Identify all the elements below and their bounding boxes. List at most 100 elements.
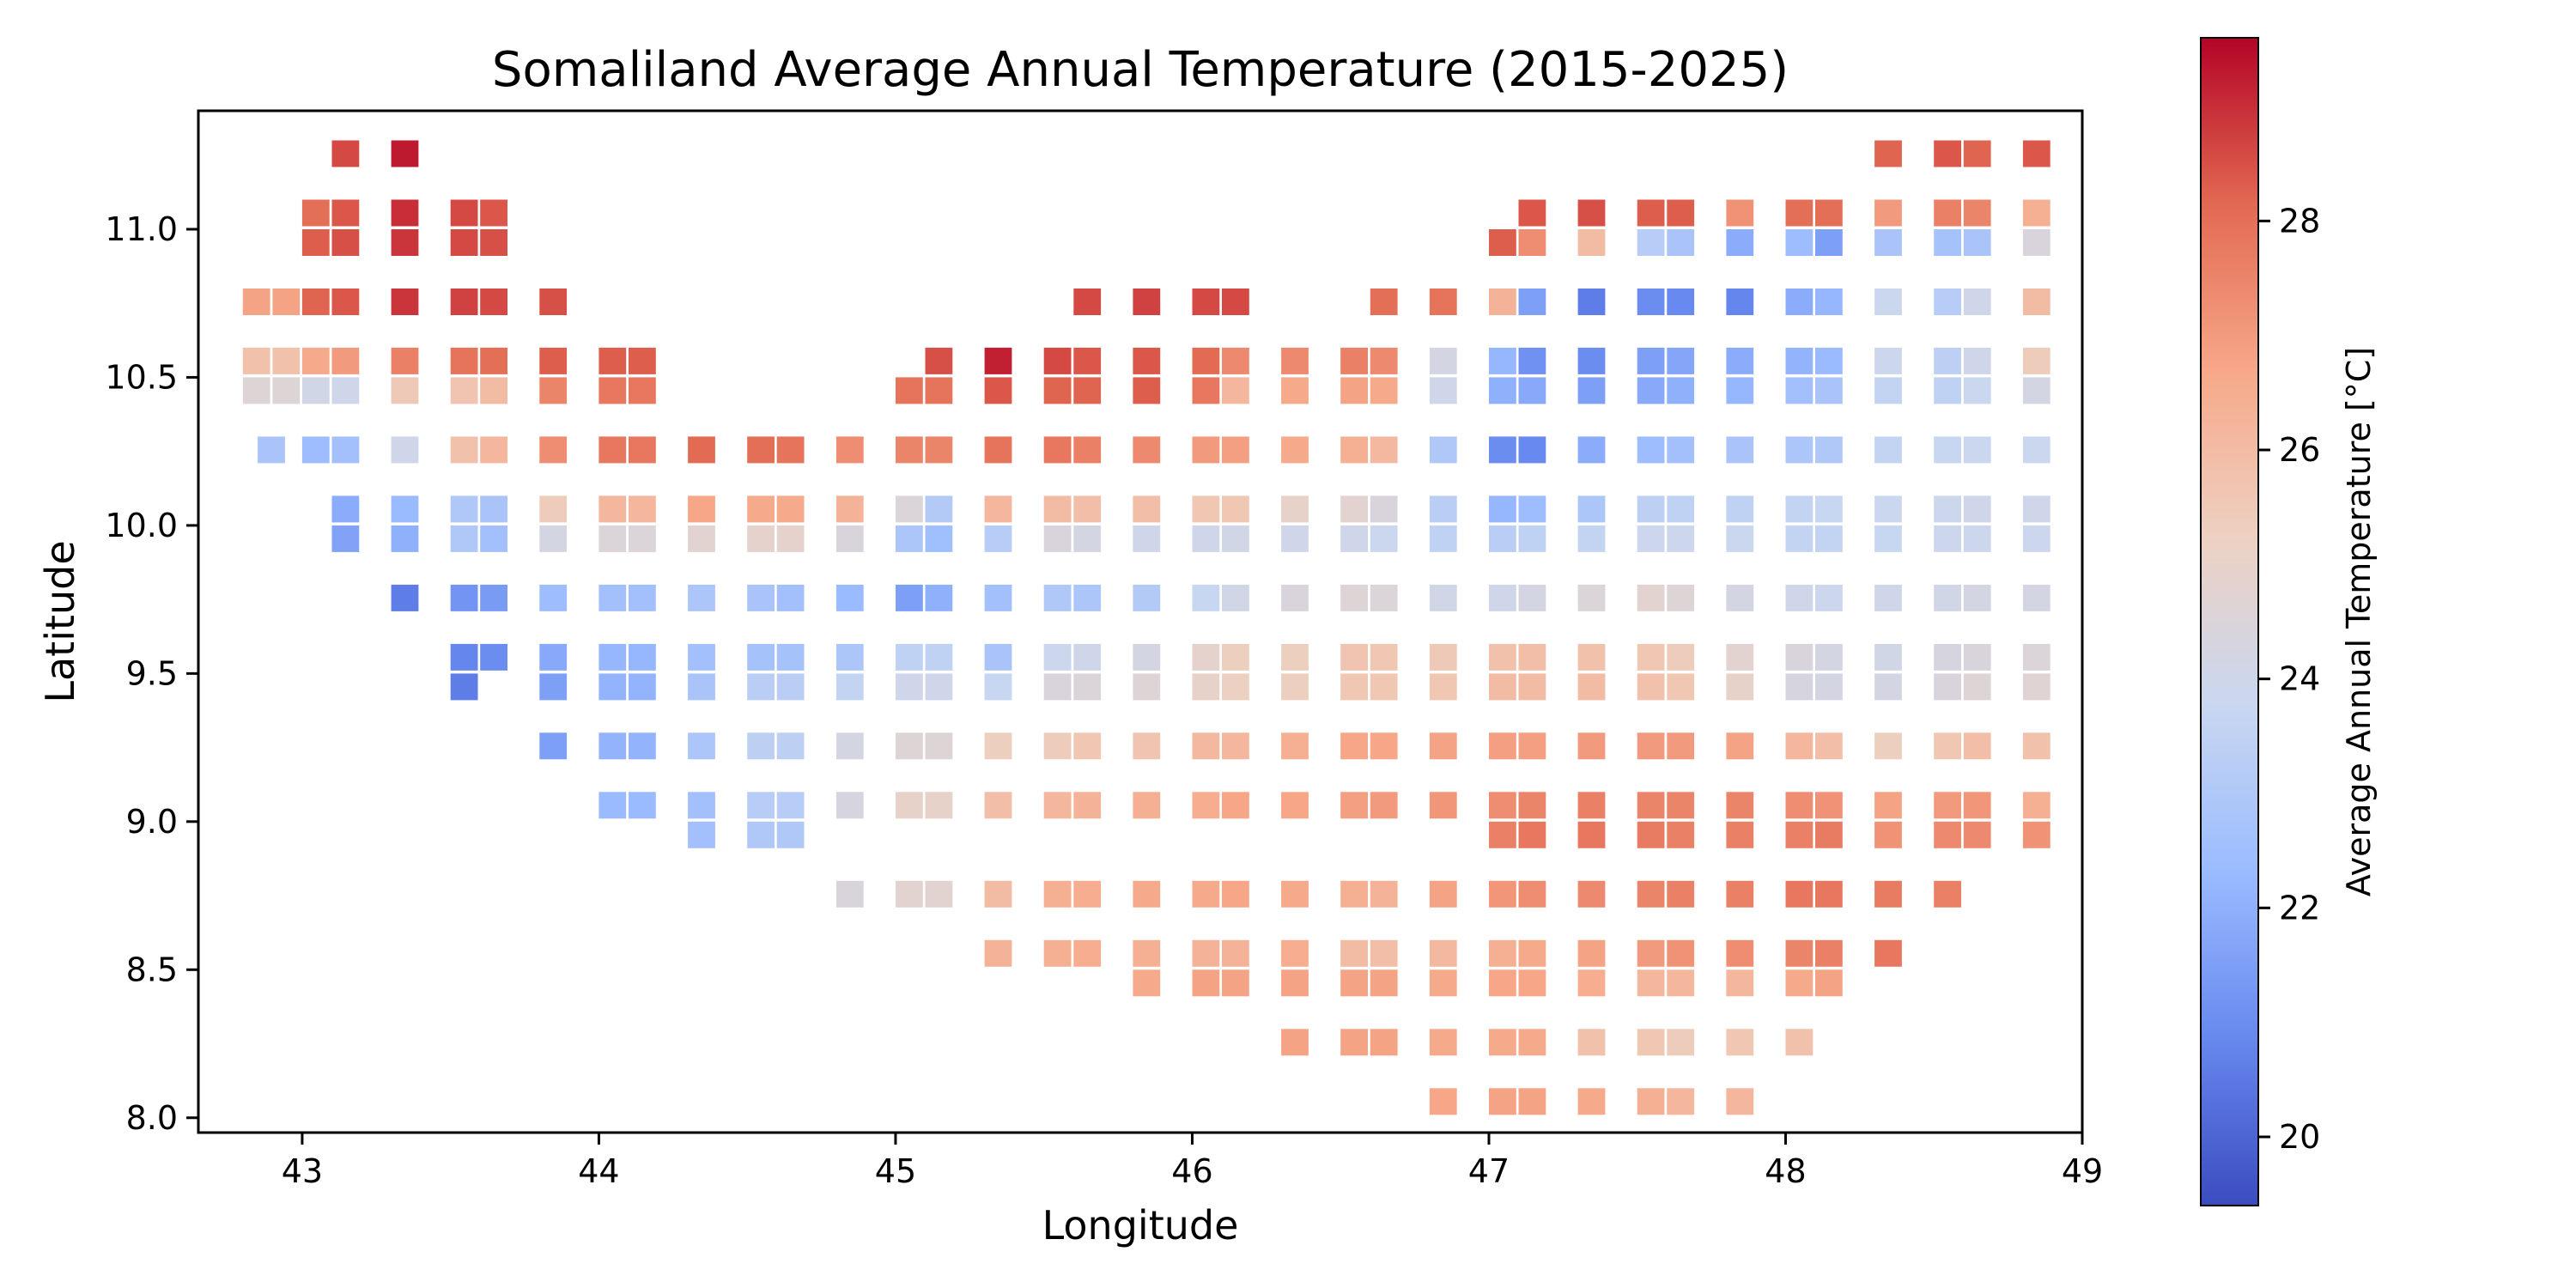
heatmap-cell [391, 289, 419, 315]
heatmap-cell [1637, 436, 1665, 464]
heatmap-cell [688, 792, 715, 819]
heatmap-cell [539, 289, 568, 315]
heatmap-cell [1577, 792, 1606, 819]
heatmap-cell [1637, 584, 1665, 611]
heatmap-cell [1785, 643, 1814, 671]
heatmap-cell [688, 495, 715, 523]
heatmap-cell [629, 347, 656, 374]
heatmap-cell [1192, 732, 1220, 760]
heatmap-cell [450, 673, 478, 701]
heatmap-cell [1637, 643, 1665, 671]
heatmap-cell [1815, 643, 1843, 671]
heatmap-cell [1934, 821, 1961, 848]
heatmap-cell [1281, 673, 1309, 701]
heatmap-cell [1370, 436, 1398, 464]
heatmap-cell [1489, 289, 1516, 315]
heatmap-cell [1785, 792, 1814, 819]
heatmap-cell [539, 584, 568, 611]
heatmap-cell [1043, 732, 1072, 760]
heatmap-cell [1518, 525, 1546, 552]
heatmap-cell [1222, 673, 1249, 701]
heatmap-cell [2022, 377, 2050, 404]
heatmap-cell [1489, 939, 1516, 967]
heatmap-cell [629, 495, 656, 523]
heatmap-cell [776, 643, 805, 671]
heatmap-cell [1340, 347, 1368, 374]
heatmap-cell [1192, 939, 1220, 967]
heatmap-cell [391, 199, 419, 227]
heatmap-cell [1043, 643, 1072, 671]
heatmap-cell [1785, 525, 1814, 552]
heatmap-cell [1577, 821, 1606, 848]
heatmap-cell [1073, 289, 1102, 315]
heatmap-cell [776, 732, 805, 760]
heatmap-cell [258, 436, 285, 464]
heatmap-cell [1637, 673, 1665, 701]
heatmap-cell [1370, 643, 1398, 671]
heatmap-cell [835, 495, 864, 523]
heatmap-cell [1518, 969, 1546, 997]
heatmap-cell [1667, 584, 1695, 611]
heatmap-cell [2022, 525, 2050, 552]
heatmap-cell [984, 792, 1012, 819]
heatmap-cell [1192, 673, 1220, 701]
heatmap-cell [1489, 673, 1516, 701]
heatmap-cell [1637, 1029, 1665, 1056]
heatmap-cell [1874, 939, 1902, 967]
heatmap-cell [1340, 377, 1368, 404]
heatmap-cell [1785, 1029, 1814, 1056]
heatmap-cell [1489, 1088, 1516, 1115]
heatmap-cell [1073, 584, 1102, 611]
heatmap-cell [896, 673, 923, 701]
y-tick-label: 8.5 [126, 951, 178, 988]
heatmap-cell [1133, 525, 1161, 552]
heatmap-cell [301, 436, 330, 464]
heatmap-cell [1637, 495, 1665, 523]
heatmap-cell [1429, 643, 1457, 671]
heatmap-cell [1429, 289, 1457, 315]
heatmap-cell [1518, 1088, 1546, 1115]
heatmap-cell [1815, 229, 1843, 256]
heatmap-cell [1726, 525, 1754, 552]
heatmap-cell [450, 199, 478, 227]
heatmap-cell [1815, 732, 1843, 760]
heatmap-cell [1963, 821, 1991, 848]
heatmap-cell [629, 377, 656, 404]
heatmap-cell [629, 673, 656, 701]
heatmap-cell [1489, 495, 1516, 523]
heatmap-cell [1637, 525, 1665, 552]
heatmap-cell [1370, 880, 1398, 908]
heatmap-cell [688, 673, 715, 701]
heatmap-cell [598, 732, 627, 760]
heatmap-cell [776, 792, 805, 819]
heatmap-cell [1815, 673, 1843, 701]
heatmap-cell [1192, 495, 1220, 523]
heatmap-cell [1667, 229, 1695, 256]
heatmap-cell [1133, 939, 1161, 967]
y-axis-ticks: 8.0 8.5 9.0 9.5 10.0 10.5 11.0 [105, 210, 198, 1137]
heatmap-cell [1667, 880, 1695, 908]
heatmap-cell [1518, 880, 1546, 908]
heatmap-cell [1489, 880, 1516, 908]
heatmap-cell [1370, 792, 1398, 819]
heatmap-cell [1726, 821, 1754, 848]
heatmap-cell [1222, 289, 1249, 315]
y-tick-label: 11.0 [105, 210, 178, 248]
heatmap-cell [539, 347, 568, 374]
heatmap-cell [1874, 140, 1902, 167]
heatmap-cell [1489, 525, 1516, 552]
heatmap-cell [1281, 643, 1309, 671]
heatmap-cell [1489, 643, 1516, 671]
heatmap-cell [1370, 495, 1398, 523]
heatmap-cell [1518, 229, 1546, 256]
heatmap-cell [1815, 347, 1843, 374]
heatmap-cell [984, 495, 1012, 523]
heatmap-cell [391, 525, 419, 552]
heatmap-cell [1934, 732, 1961, 760]
heatmap-cell [984, 525, 1012, 552]
heatmap-cell [2022, 673, 2050, 701]
heatmap-cell [1785, 229, 1814, 256]
heatmap-cell [925, 495, 953, 523]
heatmap-cell [1637, 199, 1665, 227]
heatmap-cell [1518, 347, 1546, 374]
